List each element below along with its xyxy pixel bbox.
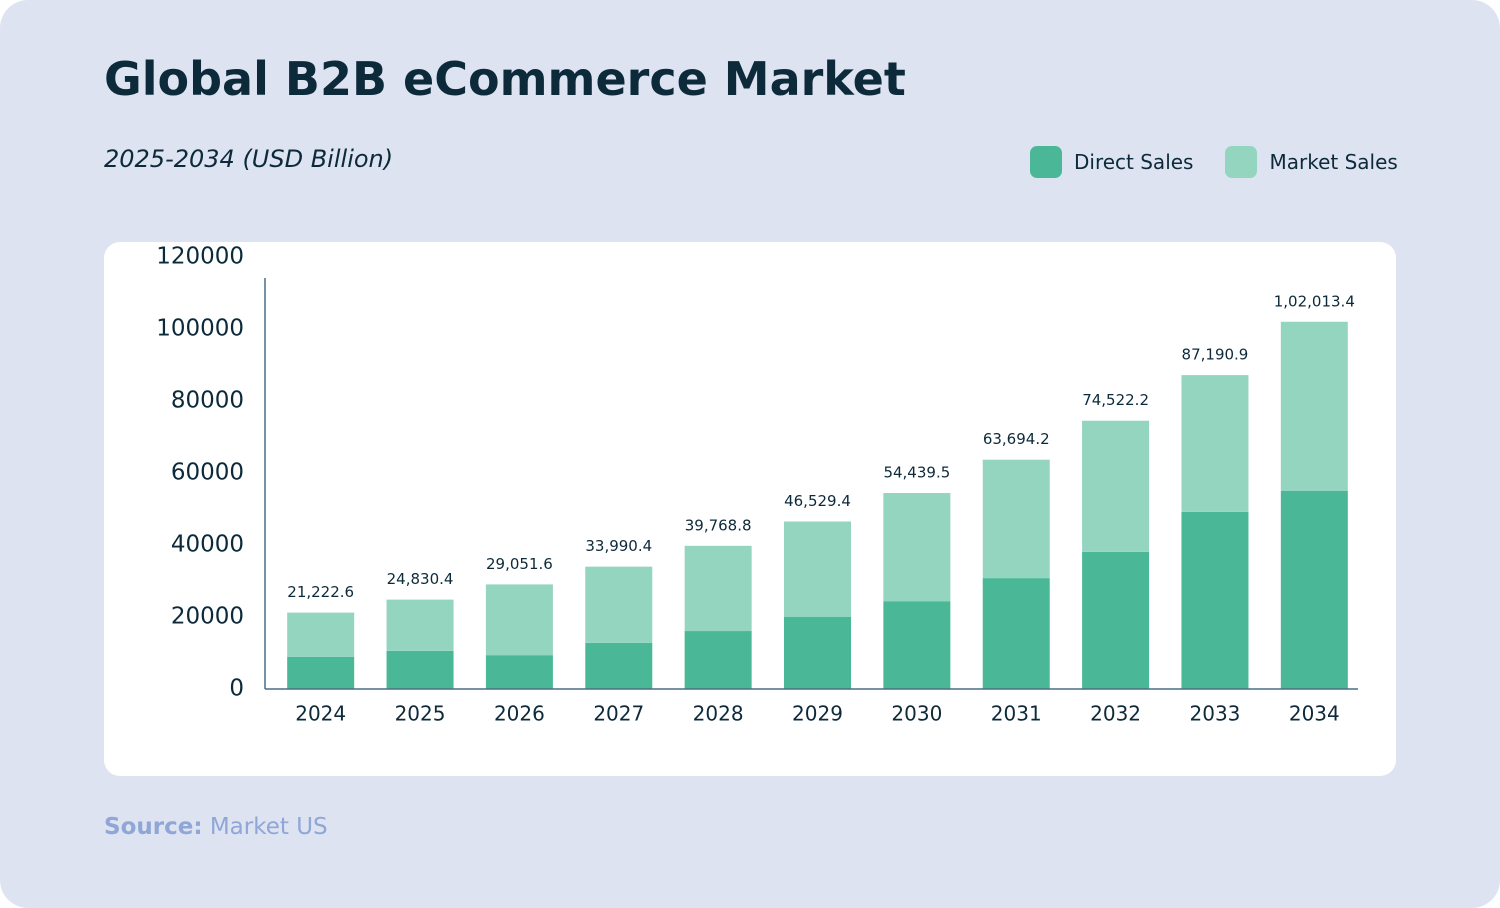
bar-segment [1280,491,1348,689]
total-label: 63,694.2 [983,430,1050,448]
total-label: 54,439.5 [883,464,950,482]
source-value: Market US [209,814,328,840]
x-tick-label: 2030 [891,702,942,726]
total-label: 24,830.4 [387,570,454,588]
x-tick-label: 2027 [593,702,644,726]
total-label: 1,02,013.4 [1274,292,1355,310]
legend-item: Direct Sales [1030,146,1193,178]
bar-segment [1280,321,1348,491]
chart-title: Global B2B eCommerce Market [104,52,906,106]
bar-segment [883,493,951,602]
bar-segment [585,642,653,689]
total-label: 21,222.6 [287,583,354,601]
bar-segment [982,578,1050,689]
legend-swatch [1030,146,1062,178]
bar-segment [386,599,454,651]
source-label: Source: [104,814,203,840]
bar-segment [982,459,1050,579]
total-label: 39,768.8 [685,516,752,534]
legend: Direct Sales Market Sales [1030,146,1398,178]
bar-segment [485,584,553,656]
bar-segment [386,650,454,689]
bar-segment [287,612,355,657]
x-tick-label: 2032 [1090,702,1141,726]
bar-segment [784,521,851,617]
y-tick-label: 20000 [171,604,244,630]
total-label: 33,990.4 [585,537,652,555]
y-tick-label: 120000 [156,244,244,270]
bar-segment [1082,420,1150,552]
y-tick-label: 100000 [156,316,244,342]
bar-segment [485,655,553,689]
x-tick-label: 2031 [991,702,1042,726]
bar-segment [1181,375,1249,512]
total-label: 46,529.4 [784,492,851,510]
bar-segment [1181,511,1249,689]
x-tick-label: 2025 [395,702,446,726]
bar-segment [684,545,752,632]
legend-label: Direct Sales [1074,150,1194,174]
x-tick-label: 2033 [1190,702,1241,726]
bar-segment [883,601,951,689]
y-tick-label: 60000 [171,460,244,486]
x-tick-label: 2034 [1289,702,1340,726]
bar-segment [287,656,355,689]
y-tick-label: 40000 [171,532,244,558]
total-label: 74,522.2 [1082,391,1149,409]
chart-subtitle: 2025-2034 (USD Billion) [104,145,394,173]
bar-segment [684,631,752,689]
x-tick-label: 2029 [792,702,843,726]
legend-label: Market Sales [1269,150,1398,174]
total-label: 29,051.6 [486,555,553,573]
x-tick-label: 2026 [494,702,545,726]
total-label: 87,190.9 [1182,346,1249,364]
legend-item: Market Sales [1225,146,1398,178]
source: Source: Market US [104,814,328,840]
bar-segment [585,566,653,643]
x-tick-label: 2024 [295,702,346,726]
x-tick-label: 2028 [693,702,744,726]
legend-swatch [1225,146,1258,178]
bar-segment [784,617,851,689]
bar-segment [1082,551,1150,689]
y-tick-label: 80000 [171,388,244,414]
y-tick-label: 0 [229,676,244,702]
